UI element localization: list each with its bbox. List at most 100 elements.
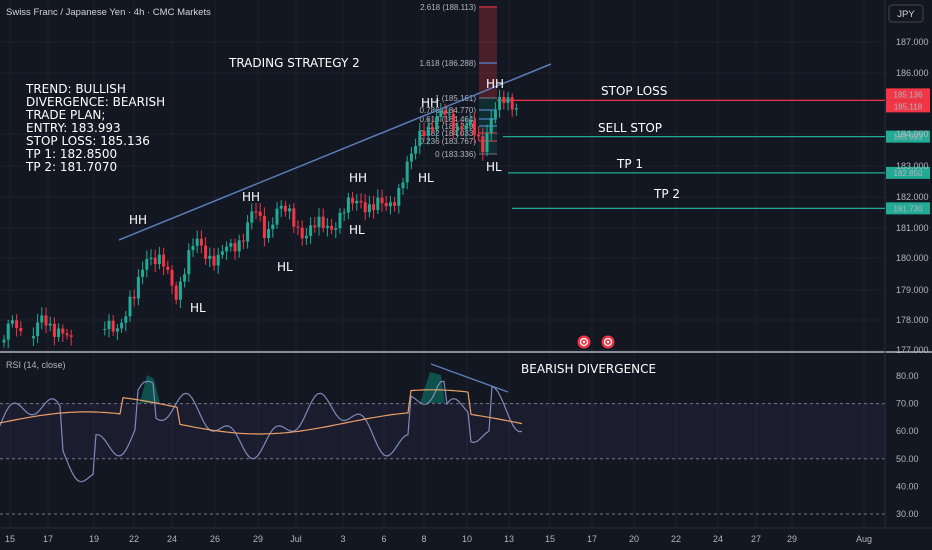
candle-body [451,113,455,131]
time-tick-label: 24 [167,534,177,544]
time-tick-label: 17 [43,534,53,544]
time-tick-label: 8 [421,534,426,544]
strategy-line: ENTRY: 183.993 [26,121,121,135]
rsi-title: RSI (14, close) [6,360,66,370]
axes: 187.000 186.000 184.000 183.000 182.000 181.0… [5,37,929,544]
candle-body [300,227,304,239]
candle-body [191,245,195,251]
candle-body [31,335,35,339]
candle-body [250,211,254,223]
candle-body [372,204,376,211]
time-tick-label: 24 [713,534,723,544]
candle-body [506,97,510,104]
symbol-title: Swiss Franc / Japanese Yen · 4h · CMC Ma… [6,7,211,18]
rsi-tick-label: 80.00 [896,371,919,381]
candle-body [346,197,350,213]
candle-body [447,113,451,115]
candle-body [174,285,178,300]
price-label-badge [886,166,930,179]
time-tick-label: 29 [253,534,263,544]
candle-body [195,238,199,246]
fib-level-label: 1.618 (186.288) [420,59,477,68]
time-tick-label: 13 [504,534,514,544]
event-marker-icon[interactable] [577,335,591,349]
price-label-badge [886,202,930,215]
candle-body [254,211,258,213]
time-tick-label: 10 [462,534,472,544]
swing-label: HH [421,96,439,110]
candle-body [166,266,170,270]
candle-body [514,108,518,110]
swing-label: HL [486,160,502,174]
time-tick-label: 27 [751,534,761,544]
candle-body [351,197,355,204]
rsi-overbought-fill [140,375,160,403]
candle-body [363,202,367,213]
candle-body [212,255,216,266]
candle-body [485,133,489,153]
trendline[interactable] [118,63,552,241]
time-tick-label: Aug [856,534,872,544]
candle-body [178,281,182,300]
rsi-overbought-fill [420,372,445,403]
candle-body [216,254,220,266]
candle-body [40,315,44,323]
candles [2,89,518,349]
strategy-line: TREND: BULLISH [25,82,126,96]
candle-body [409,153,413,162]
candle-body [464,125,468,130]
candle-body [157,254,161,265]
price-tick-label: 187.000 [896,37,929,47]
time-tick-label: 3 [340,534,345,544]
level-label: TP 2 [653,187,680,201]
candle-body [393,202,397,206]
candle-body [489,117,493,134]
rsi-annotation: BEARISH DIVERGENCE [521,362,656,376]
fib-level-label: 1 (185.161) [435,94,476,103]
candle-body [10,320,14,324]
candle-body [510,97,514,110]
candle-body [199,238,203,246]
time-tick-label: 17 [587,534,597,544]
candle-body [313,225,317,228]
candle-body [69,335,73,337]
candle-body [111,320,115,332]
rsi-divergence-line[interactable] [430,363,509,393]
level-label: SELL STOP [598,121,662,135]
candle-body [15,320,19,329]
candle-body [418,130,422,146]
price-tick-label: 183.000 [896,161,929,171]
candle-body [237,240,241,252]
candle-body [426,126,430,136]
strategy-line: TRADE PLAN; [25,108,105,122]
fib-level-label: 0 (183.336) [435,150,476,159]
candle-body [258,211,262,216]
candle-body [170,269,174,286]
candle-body [153,257,157,265]
candle-body [355,200,359,204]
time-tick-label: Jul [290,534,302,544]
candle-body [430,126,434,130]
time-tick-label: 20 [629,534,639,544]
candle-body [380,197,384,204]
candle-body [267,229,271,239]
candle-body [61,328,65,334]
candle-body [233,243,237,252]
currency-box[interactable] [888,4,924,23]
time-tick-label: 15 [545,534,555,544]
candle-body [325,225,329,228]
candle-body [229,243,233,247]
price-tick-label: 180.000 [896,253,929,263]
rsi-ma-line [0,389,523,435]
rsi-tick-label: 40.00 [896,481,919,491]
rsi-tick-label: 60.00 [896,426,919,436]
swing-label: HH [486,77,504,91]
candle-body [103,329,107,331]
swing-label: HH [242,190,260,204]
time-tick-label: 22 [129,534,139,544]
event-marker-icon[interactable] [601,335,615,349]
candle-body [330,225,334,230]
candle-body [367,204,371,213]
candle-body [283,205,287,212]
